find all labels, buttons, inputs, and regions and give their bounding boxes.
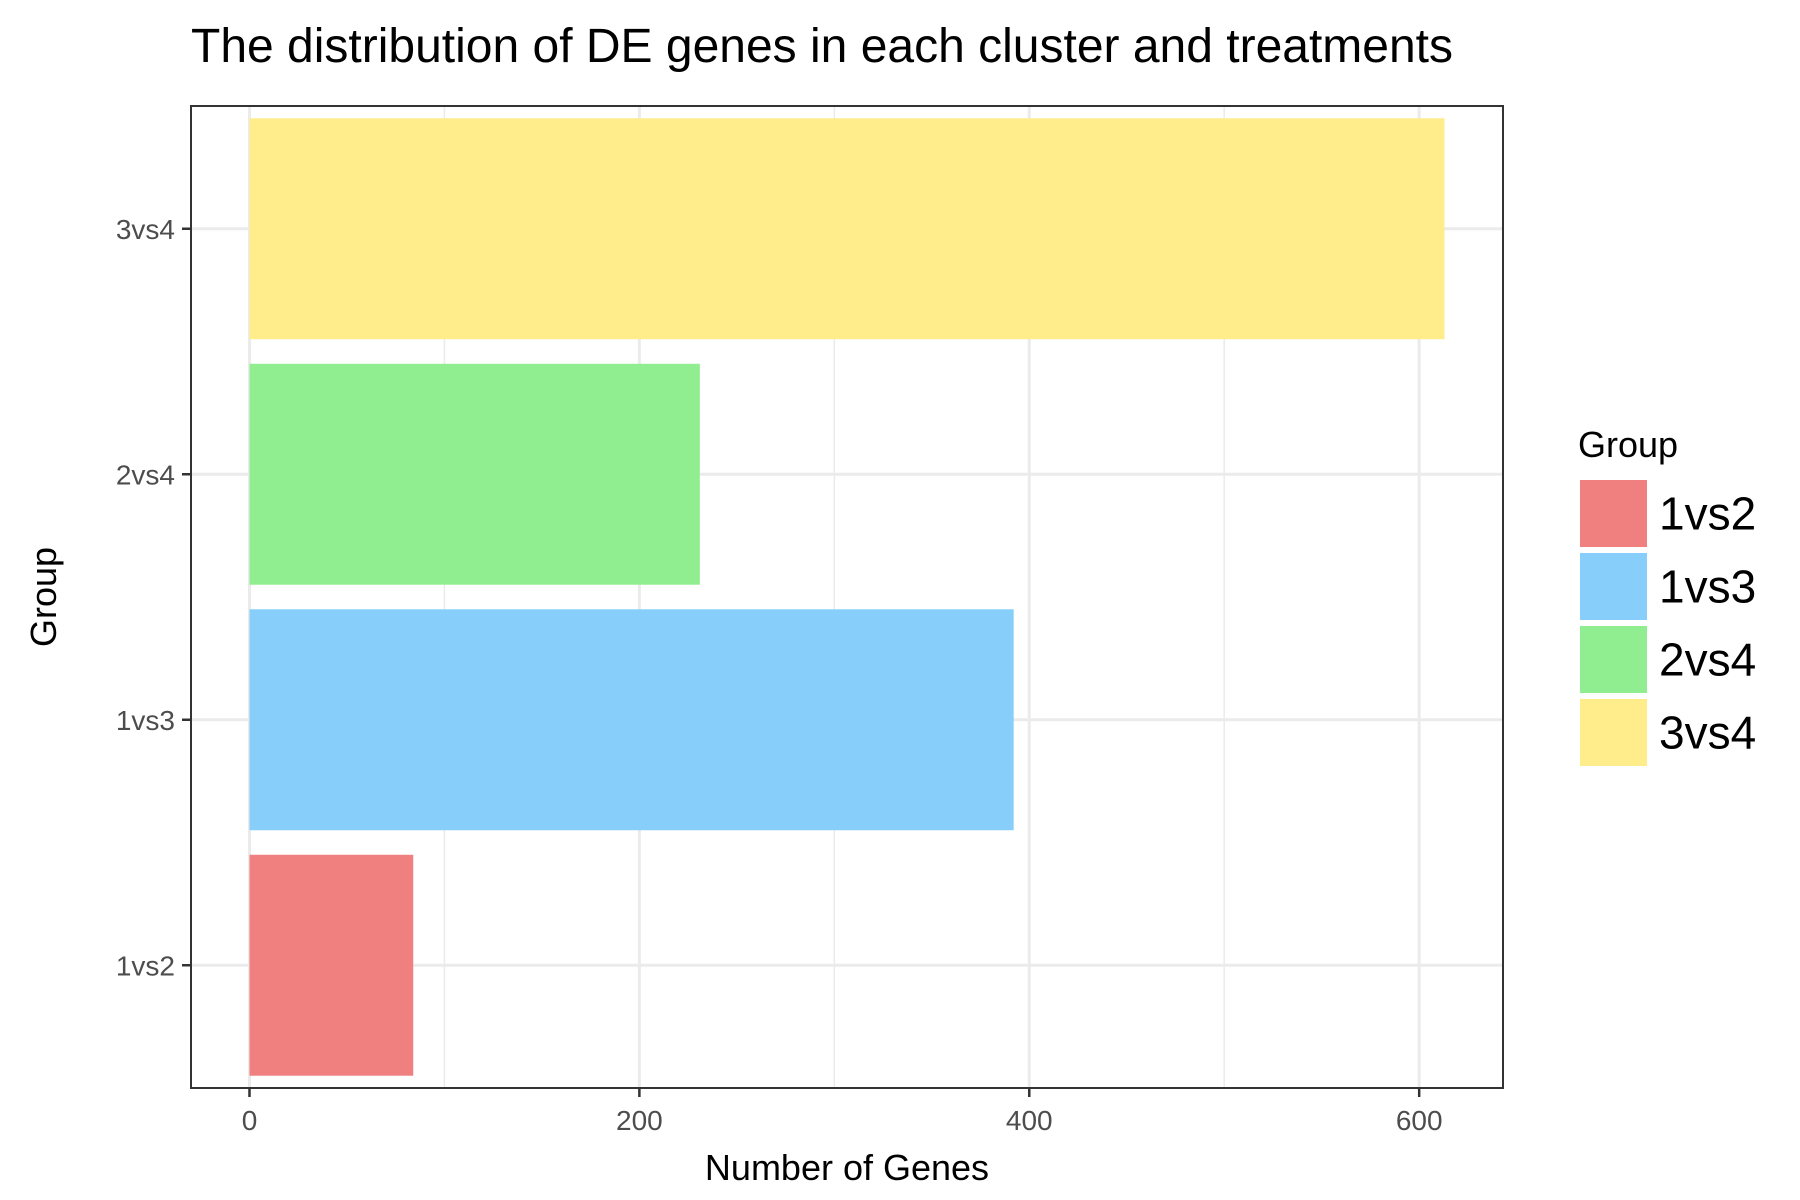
x-tick-label: 0 <box>242 1105 258 1136</box>
x-tick-label: 400 <box>1006 1105 1053 1136</box>
y-tick-label: 2vs4 <box>116 459 175 490</box>
x-axis-title: Number of Genes <box>705 1147 989 1188</box>
y-tick-label: 3vs4 <box>116 214 175 245</box>
legend-items: 1vs2 1vs3 2vs4 3vs4 <box>1580 480 1756 766</box>
bar-1vs3 <box>249 609 1014 831</box>
bars <box>249 118 1445 1076</box>
y-tick-label: 1vs3 <box>116 705 175 736</box>
legend-label-1vs2: 1vs2 <box>1659 488 1756 540</box>
bar-1vs2 <box>249 854 414 1076</box>
x-axis: 0 200 400 600 <box>242 1088 1443 1136</box>
x-tick-label: 200 <box>616 1105 663 1136</box>
bar-3vs4 <box>249 118 1445 340</box>
legend-title: Group <box>1578 424 1678 465</box>
chart-title: The distribution of DE genes in each clu… <box>191 20 1453 73</box>
legend-label-2vs4: 2vs4 <box>1659 634 1756 686</box>
legend-key-3vs4 <box>1580 699 1647 766</box>
panel-border <box>190 105 1504 1089</box>
x-tick-label: 600 <box>1396 1105 1443 1136</box>
legend-label-3vs4: 3vs4 <box>1659 707 1756 759</box>
y-axis-title: Group <box>23 547 64 647</box>
legend-key-1vs2 <box>1580 480 1647 547</box>
y-axis: 1vs2 1vs3 2vs4 3vs4 <box>116 214 191 981</box>
bar-2vs4 <box>249 363 700 585</box>
y-tick-label: 1vs2 <box>116 950 175 981</box>
legend-key-1vs3 <box>1580 553 1647 620</box>
legend: Group 1vs2 1vs3 2vs4 3vs4 <box>1578 424 1756 766</box>
legend-label-1vs3: 1vs3 <box>1659 561 1756 613</box>
legend-key-2vs4 <box>1580 626 1647 693</box>
